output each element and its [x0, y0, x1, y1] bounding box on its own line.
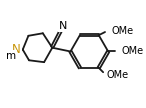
Text: OMe: OMe: [122, 46, 144, 56]
Text: OMe: OMe: [107, 70, 129, 80]
Text: N: N: [12, 43, 21, 56]
Text: OMe: OMe: [111, 26, 133, 36]
Text: N: N: [59, 21, 67, 31]
Text: m: m: [6, 51, 16, 61]
